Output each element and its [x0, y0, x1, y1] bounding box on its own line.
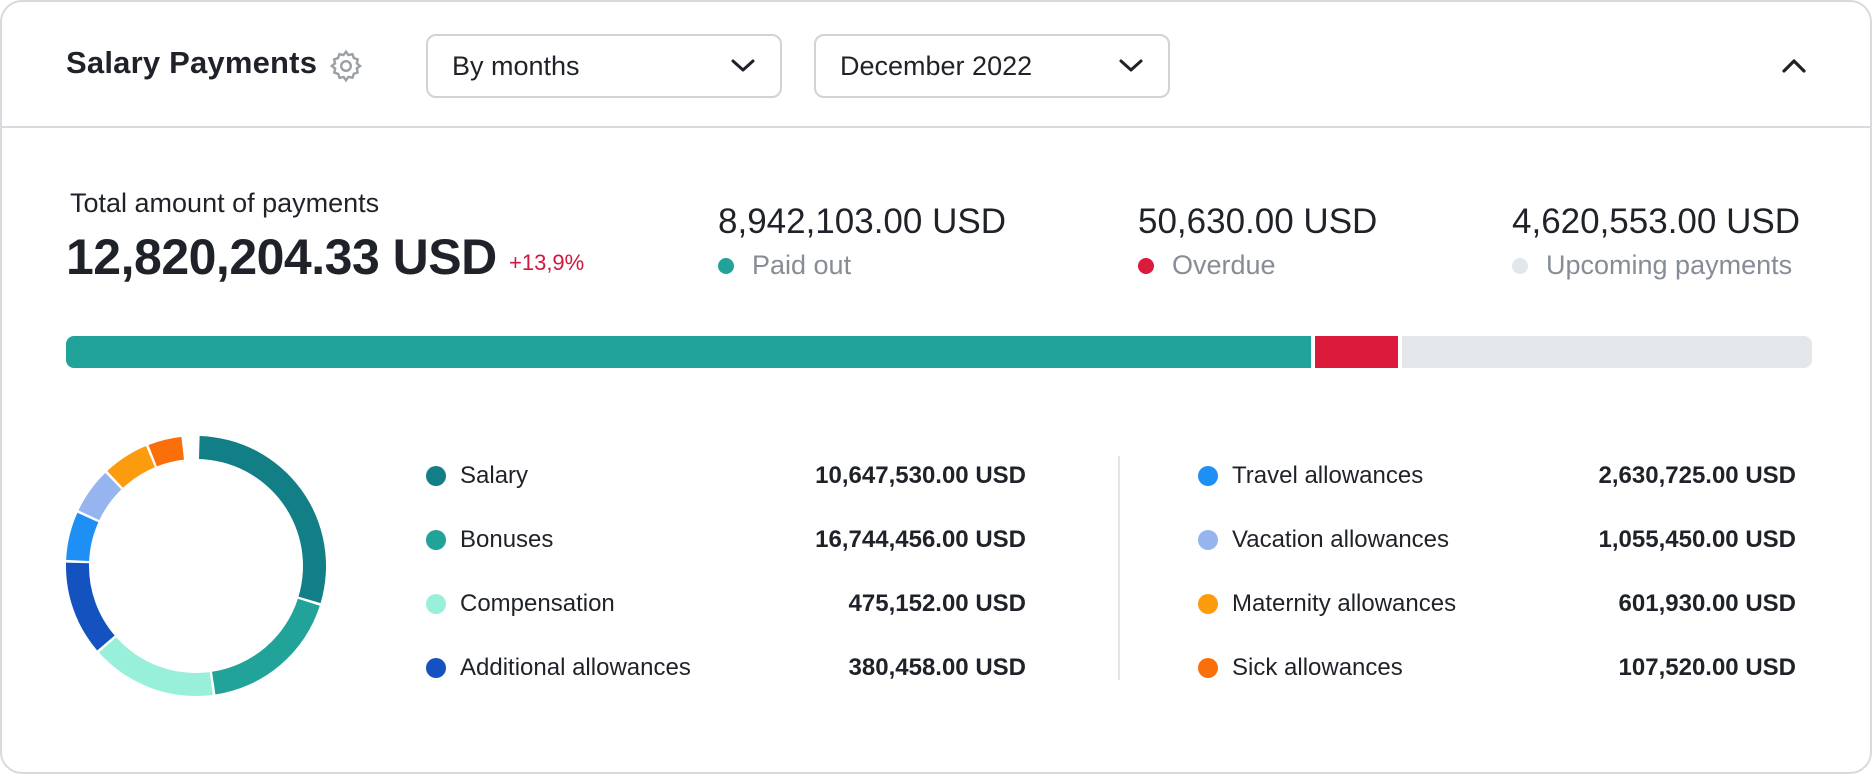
- progress-divider: [1311, 336, 1316, 368]
- date-select-value: December 2022: [840, 50, 1033, 81]
- breakdown-category-name: Bonuses: [460, 526, 554, 553]
- breakdown-category-value: 1,055,450.00 USD: [1598, 526, 1796, 553]
- paid-out-amount: 8,942,103.00 USD: [718, 202, 1006, 241]
- donut-segment-maternity-allowances: [107, 446, 155, 488]
- overdue-stat: 50,630.00 USD Overdue: [1138, 202, 1377, 281]
- donut-segment-vacation-allowances: [78, 472, 122, 521]
- breakdown-row: Compensation 475,152.00 USD: [426, 572, 1026, 636]
- paid-out-stat: 8,942,103.00 USD Paid out: [718, 202, 1006, 281]
- breakdown-category-name: Maternity allowances: [1232, 590, 1457, 617]
- overdue-dot: [1138, 257, 1154, 274]
- breakdown-category-name: Travel allowances: [1232, 462, 1424, 489]
- donut-segment-sick-allowances: [148, 436, 184, 467]
- chevron-down-icon: [1119, 59, 1143, 72]
- total-change-badge: +13,9%: [509, 250, 585, 275]
- legend-dot: [426, 594, 446, 614]
- progress-divider: [1397, 336, 1402, 368]
- total-amount-value: 12,820,204.33 USD: [66, 229, 497, 285]
- breakdown-category-value: 380,458.00 USD: [848, 654, 1026, 681]
- breakdown-category-name: Vacation allowances: [1232, 526, 1450, 553]
- donut-segment-compensation: [98, 637, 213, 696]
- breakdown-list-left: Salary 10,647,530.00 USD Bonuses 16,744,456…: [426, 444, 1026, 700]
- breakdown-category-value: 475,152.00 USD: [848, 590, 1026, 617]
- breakdown-category-value: 601,930.00 USD: [1618, 590, 1796, 617]
- breakdown-category-name: Additional allowances: [460, 654, 691, 681]
- legend-dot: [1198, 530, 1218, 550]
- upcoming-payments-stat: 4,620,553.00 USD Upcoming payments: [1512, 202, 1800, 281]
- legend-dot: [426, 530, 446, 550]
- breakdown-category-name: Salary: [460, 462, 529, 489]
- breakdown-category-name: Sick allowances: [1232, 654, 1403, 681]
- period-select-value: By months: [452, 50, 580, 81]
- legend-dot: [1198, 594, 1218, 614]
- card-header: Salary Payments By months December 2022: [2, 2, 1870, 128]
- donut-segment-bonuses: [212, 598, 320, 695]
- breakdown-category-name: Compensation: [460, 590, 615, 617]
- paid-out-dot: [718, 257, 734, 274]
- donut-segment-additional-allowances: [66, 562, 115, 651]
- breakdown-category-value: 10,647,530.00 USD: [815, 462, 1026, 489]
- breakdown-row: Salary 10,647,530.00 USD: [426, 444, 1026, 508]
- legend-dot: [1198, 658, 1218, 678]
- progress-paid-segment: [66, 336, 1312, 368]
- breakdown-row: Maternity allowances 601,930.00 USD: [1198, 572, 1796, 636]
- legend-dot: [426, 658, 446, 678]
- upcoming-amount: 4,620,553.00 USD: [1512, 202, 1800, 241]
- donut-segment-salary: [198, 436, 326, 604]
- breakdown-list-right: Travel allowances 2,630,725.00 USD Vacatio…: [1198, 444, 1796, 700]
- breakdown-row: Additional allowances 380,458.00 USD: [426, 636, 1026, 700]
- gear-icon[interactable]: [328, 48, 364, 84]
- progress-overdue-segment: [1315, 336, 1398, 368]
- chevron-down-icon: [731, 59, 755, 72]
- legend-dot: [1198, 466, 1218, 486]
- overdue-amount: 50,630.00 USD: [1138, 202, 1378, 241]
- breakdown-divider: [1118, 456, 1120, 680]
- breakdown-category-value: 2,630,725.00 USD: [1598, 462, 1796, 489]
- breakdown-row: Travel allowances 2,630,725.00 USD: [1198, 444, 1796, 508]
- breakdown-row: Vacation allowances 1,055,450.00 USD: [1198, 508, 1796, 572]
- upcoming-label: Upcoming payments: [1546, 250, 1793, 280]
- breakdown-row: Sick allowances 107,520.00 USD: [1198, 636, 1796, 700]
- donut-segment-travel-allowances: [66, 512, 99, 561]
- breakdown-row: Bonuses 16,744,456.00 USD: [426, 508, 1026, 572]
- date-select[interactable]: December 2022: [814, 34, 1170, 98]
- payments-progress-bar: [66, 336, 1812, 368]
- payments-donut-chart: [66, 436, 326, 696]
- progress-upcoming-segment: [1401, 336, 1812, 368]
- legend-dot: [426, 466, 446, 486]
- breakdown-category-value: 107,520.00 USD: [1618, 654, 1796, 681]
- period-select[interactable]: By months: [426, 34, 782, 98]
- card-title: Salary Payments: [66, 45, 318, 80]
- paid-out-label: Paid out: [752, 250, 852, 280]
- total-amount-label: Total amount of payments: [70, 188, 380, 218]
- breakdown-category-value: 16,744,456.00 USD: [815, 526, 1026, 553]
- upcoming-dot: [1512, 257, 1528, 274]
- chevron-up-icon[interactable]: [1776, 52, 1812, 80]
- overdue-label: Overdue: [1172, 250, 1276, 280]
